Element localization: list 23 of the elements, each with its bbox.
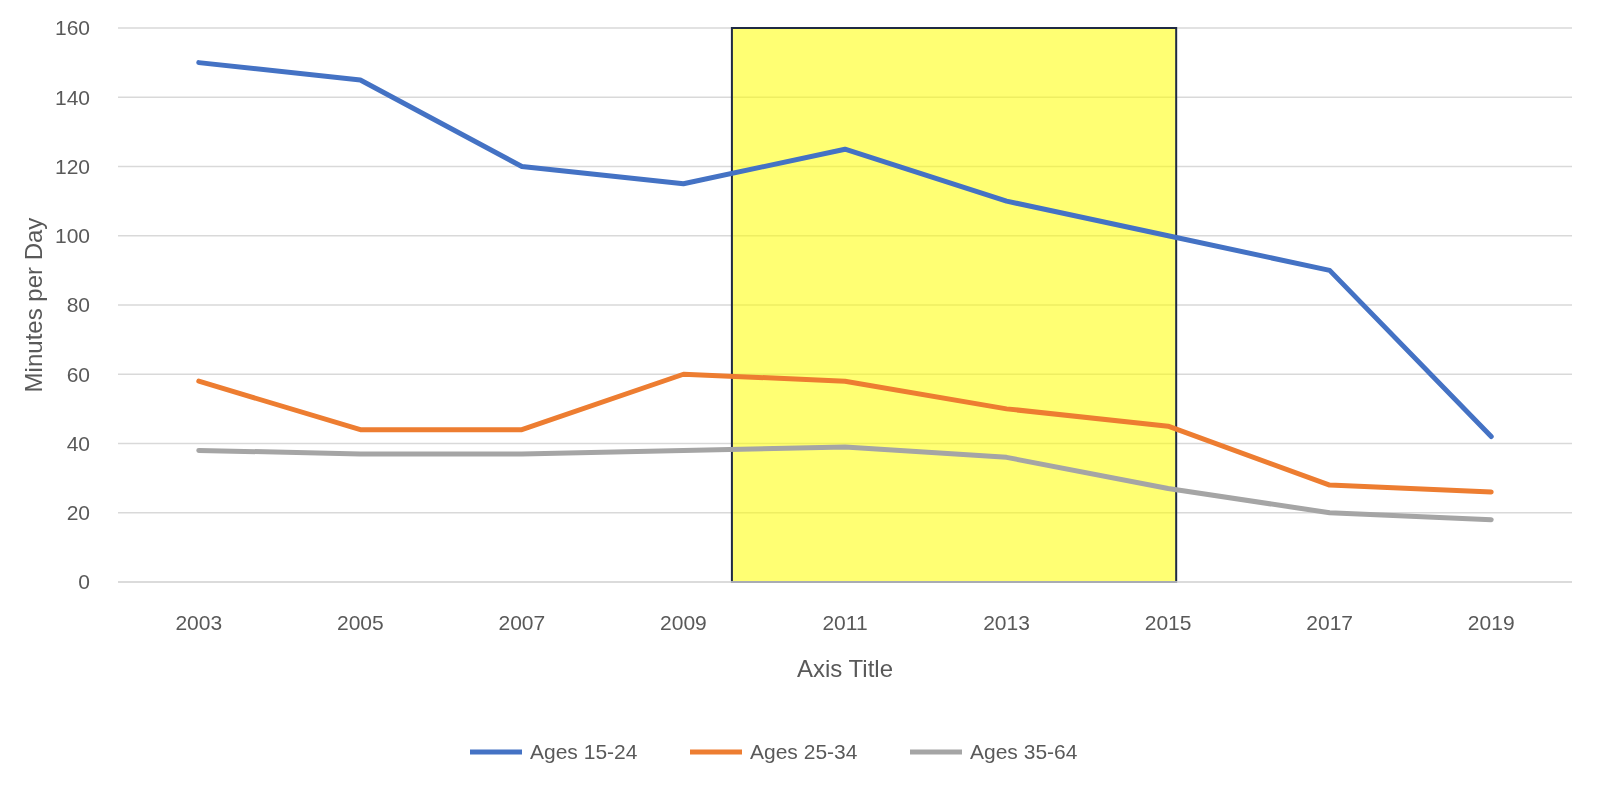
y-tick-label: 100 (54, 224, 90, 248)
y-tick-label: 40 (66, 431, 90, 455)
x-tick-label: 2019 (1467, 611, 1515, 634)
y-tick-label: 140 (54, 85, 90, 109)
y-axis-title: Minutes per Day (20, 217, 47, 393)
x-tick-label: 2009 (660, 611, 707, 634)
x-tick-label: 2015 (1144, 611, 1192, 634)
y-tick-label: 160 (54, 16, 90, 40)
legend-label: Ages 25-34 (750, 740, 858, 764)
x-tick-label: 2017 (1306, 611, 1354, 634)
y-tick-label: 0 (78, 570, 90, 594)
x-tick-label: 2003 (175, 611, 223, 634)
y-tick-label: 120 (54, 154, 90, 178)
y-tick-label: 20 (66, 501, 90, 525)
legend-label: Ages 15-24 (530, 740, 638, 764)
x-tick-label: 2013 (983, 611, 1030, 634)
y-tick-label: 60 (66, 362, 90, 386)
x-tick-label: 2011 (822, 611, 868, 634)
legend-label: Ages 35-64 (970, 740, 1078, 764)
x-axis-title: Axis Title (796, 655, 894, 682)
y-tick-label: 80 (66, 293, 90, 317)
x-tick-label: 2005 (336, 611, 384, 634)
x-tick-label: 2007 (498, 611, 546, 634)
